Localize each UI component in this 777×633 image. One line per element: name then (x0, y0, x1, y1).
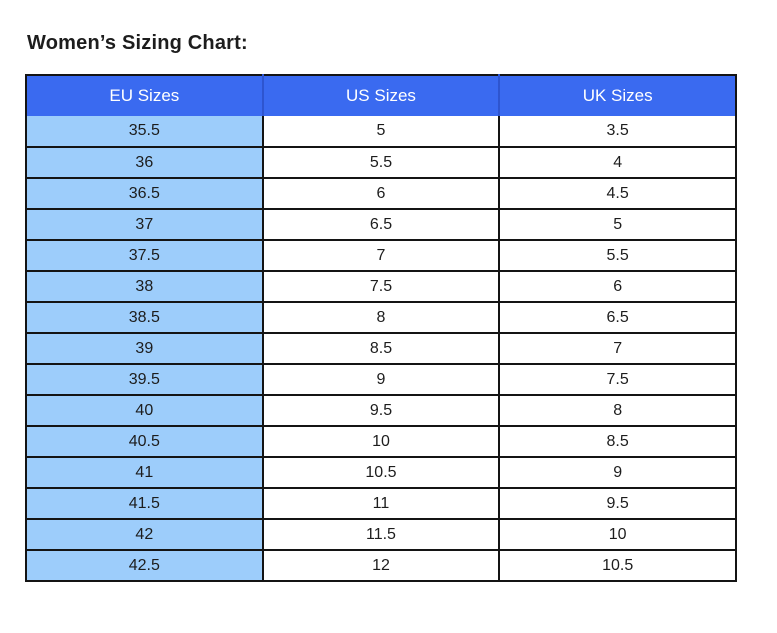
table-cell: 36.5 (26, 177, 263, 209)
table-row: 40.5 10 8.5 (26, 425, 736, 457)
table-cell: 12 (261, 549, 500, 581)
column-header-uk-sizes: UK Sizes (498, 75, 736, 116)
table-cell: 9 (261, 363, 500, 395)
table-cell: 8.5 (498, 425, 736, 457)
table-cell: 39.5 (26, 363, 263, 395)
table-cell: 6.5 (261, 208, 500, 240)
table-body: 35.5 5 3.5 36 5.5 4 36.5 6 4.5 37 6.5 5 37.5 7 5.5 38 7.… (26, 116, 736, 581)
table-cell: 10 (261, 425, 500, 457)
table-cell: 11.5 (261, 518, 500, 550)
table-header-row: EU Sizes US Sizes UK Sizes (26, 75, 736, 116)
table-cell: 10 (498, 518, 736, 550)
table-cell: 37 (26, 208, 263, 240)
table-cell: 9.5 (261, 394, 500, 426)
table-row: 42 11.5 10 (26, 518, 736, 550)
table-cell: 11 (261, 487, 500, 519)
column-header-us-sizes: US Sizes (261, 75, 500, 116)
table-cell: 8.5 (261, 332, 500, 364)
table-row: 39 8.5 7 (26, 332, 736, 364)
table-cell: 9 (498, 456, 736, 488)
table-cell: 7 (261, 239, 500, 271)
table-row: 36.5 6 4.5 (26, 177, 736, 209)
table-cell: 7 (498, 332, 736, 364)
table-cell: 8 (261, 301, 500, 333)
page-title: Women’s Sizing Chart: (27, 32, 248, 54)
table-row: 35.5 5 3.5 (26, 116, 736, 147)
content-area: Women’s Sizing Chart: EU Sizes US Sizes … (25, 32, 737, 582)
table-cell: 5 (261, 116, 500, 147)
table-row: 41 10.5 9 (26, 456, 736, 488)
table-cell: 38 (26, 270, 263, 302)
table-row: 39.5 9 7.5 (26, 363, 736, 395)
table-row: 37 6.5 5 (26, 208, 736, 240)
table-cell: 39 (26, 332, 263, 364)
table-cell: 42.5 (26, 549, 263, 581)
table-header: EU Sizes US Sizes UK Sizes (26, 75, 736, 116)
table-row: 37.5 7 5.5 (26, 239, 736, 271)
table-cell: 37.5 (26, 239, 263, 271)
table-cell: 36 (26, 146, 263, 178)
table-cell: 42 (26, 518, 263, 550)
table-cell: 40.5 (26, 425, 263, 457)
table-row: 38.5 8 6.5 (26, 301, 736, 333)
table-row: 42.5 12 10.5 (26, 549, 736, 581)
table-row: 38 7.5 6 (26, 270, 736, 302)
table-cell: 6 (261, 177, 500, 209)
table-cell: 9.5 (498, 487, 736, 519)
table-cell: 3.5 (498, 116, 736, 147)
table-cell: 4.5 (498, 177, 736, 209)
table-row: 41.5 11 9.5 (26, 487, 736, 519)
table-cell: 5.5 (498, 239, 736, 271)
table-cell: 10.5 (261, 456, 500, 488)
table-cell: 6 (498, 270, 736, 302)
table-cell: 8 (498, 394, 736, 426)
table-cell: 5.5 (261, 146, 500, 178)
table-row: 40 9.5 8 (26, 394, 736, 426)
table-cell: 5 (498, 208, 736, 240)
table-cell: 41 (26, 456, 263, 488)
table-row: 36 5.5 4 (26, 146, 736, 178)
table-cell: 35.5 (26, 116, 263, 147)
table-cell: 7.5 (261, 270, 500, 302)
table-cell: 7.5 (498, 363, 736, 395)
table-cell: 4 (498, 146, 736, 178)
table-cell: 6.5 (498, 301, 736, 333)
column-header-eu-sizes: EU Sizes (26, 75, 263, 116)
table-cell: 38.5 (26, 301, 263, 333)
sizing-table: EU Sizes US Sizes UK Sizes 35.5 5 3.5 36 5.5… (25, 74, 737, 582)
table-cell: 40 (26, 394, 263, 426)
table-cell: 41.5 (26, 487, 263, 519)
table-cell: 10.5 (498, 549, 736, 581)
